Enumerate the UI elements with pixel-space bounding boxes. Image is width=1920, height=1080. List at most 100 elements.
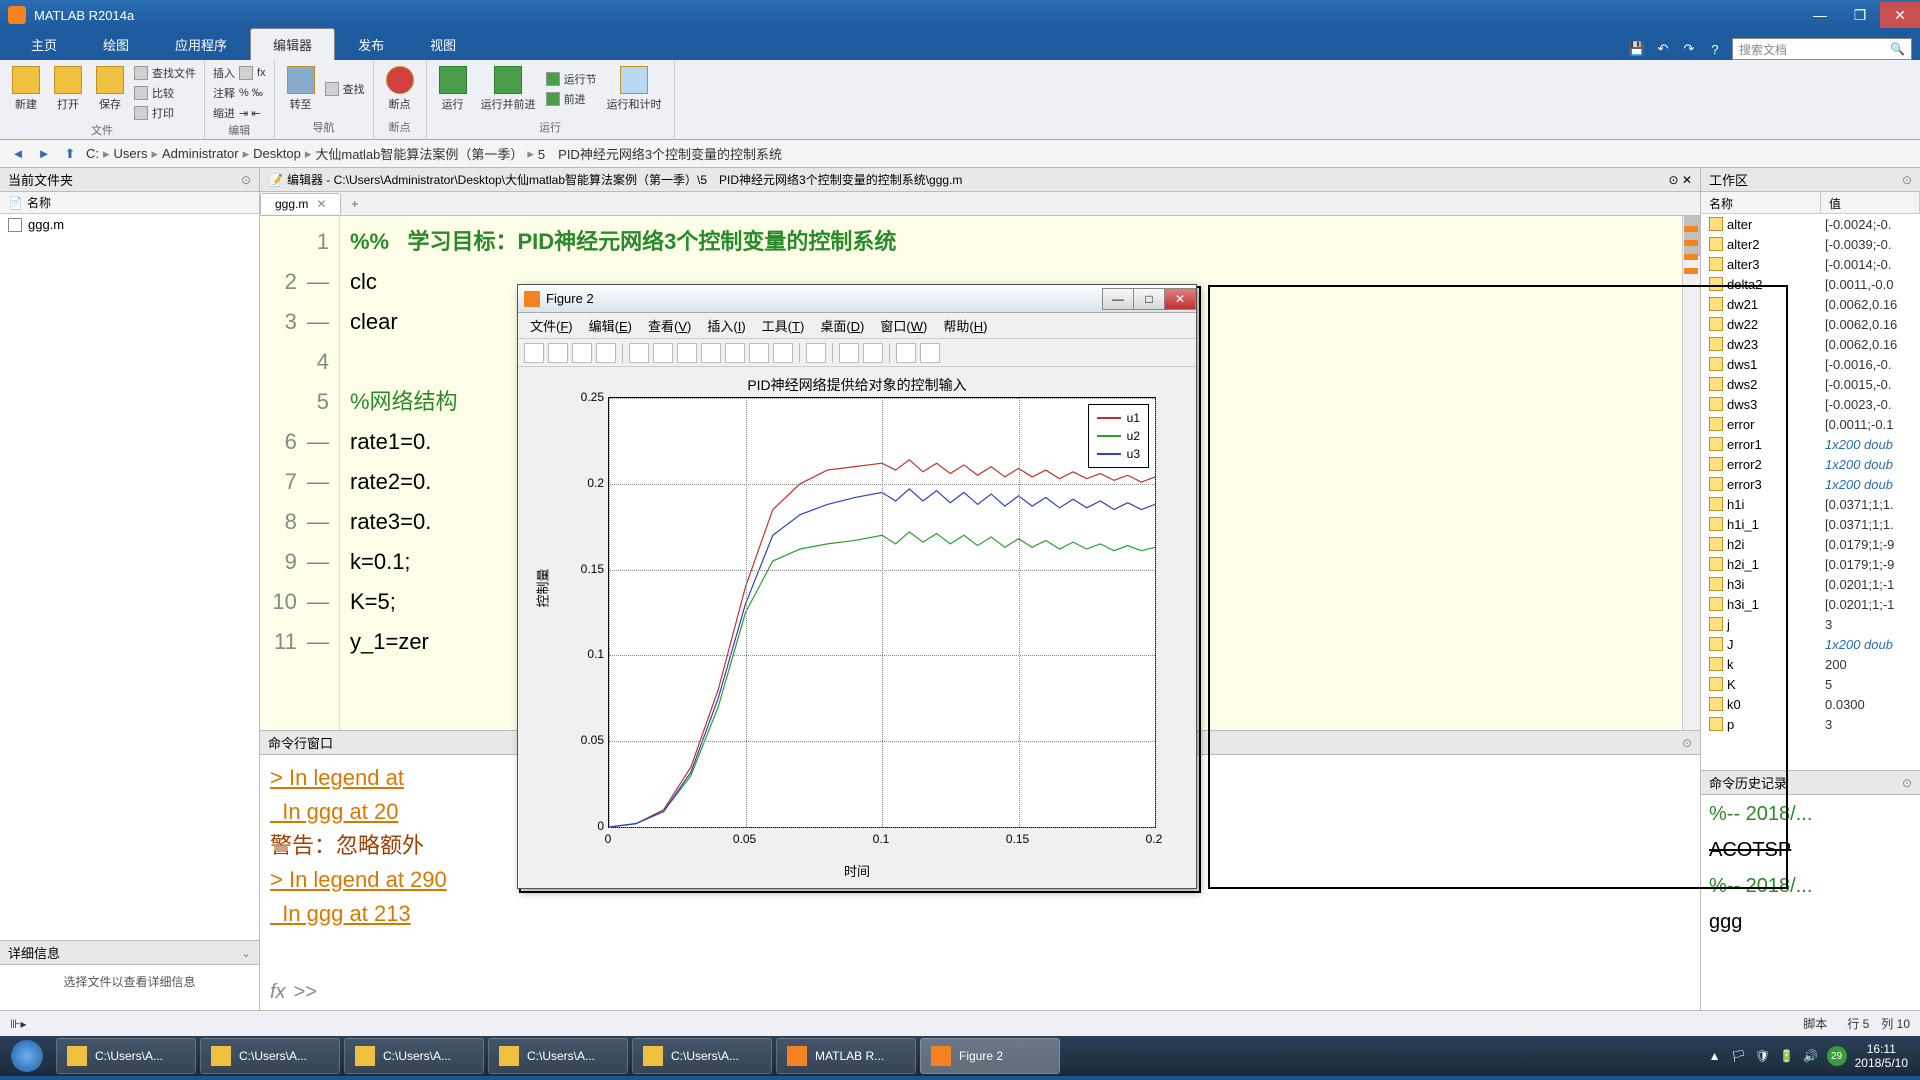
- fig-minimize-button[interactable]: —: [1102, 288, 1134, 310]
- file-item[interactable]: ggg.m: [0, 214, 259, 235]
- fig-save-icon[interactable]: [572, 343, 592, 363]
- fig-open-icon[interactable]: [548, 343, 568, 363]
- editor-close-icon[interactable]: ✕: [1682, 173, 1692, 187]
- tray-volume-icon[interactable]: 🔊: [1803, 1048, 1819, 1064]
- figure-menu-item[interactable]: 桌面(D): [814, 314, 870, 337]
- print-button[interactable]: 打印: [134, 104, 196, 122]
- panel-minimize-icon[interactable]: ⊙: [241, 173, 251, 187]
- figure-menu-item[interactable]: 编辑(E): [583, 314, 638, 337]
- run-advance-button[interactable]: 运行并前进: [477, 64, 540, 114]
- tray-shield-icon[interactable]: 🛡: [1755, 1048, 1771, 1064]
- fig-print-icon[interactable]: [596, 343, 616, 363]
- path-segment[interactable]: Users: [114, 146, 148, 161]
- figure-menu-item[interactable]: 查看(V): [642, 314, 697, 337]
- up-button[interactable]: ⬆: [60, 144, 80, 164]
- figure-window[interactable]: Figure 2 — □ ✕ 文件(F)编辑(E)查看(V)插入(I)工具(T)…: [517, 284, 1197, 889]
- detail-collapse-icon[interactable]: ⌄: [241, 946, 251, 960]
- figure-menu-item[interactable]: 窗口(W): [874, 314, 933, 337]
- hist-undock-icon[interactable]: ⊙: [1902, 776, 1912, 790]
- taskbar-item[interactable]: C:\Users\A...: [632, 1038, 772, 1074]
- ribbon-tab-5[interactable]: 视图: [407, 28, 479, 60]
- taskbar-item[interactable]: C:\Users\A...: [488, 1038, 628, 1074]
- path-segment[interactable]: Administrator: [162, 146, 239, 161]
- taskbar-item[interactable]: C:\Users\A...: [200, 1038, 340, 1074]
- close-button[interactable]: ✕: [1880, 2, 1920, 28]
- taskbar-clock[interactable]: 16:112018/5/10: [1855, 1042, 1908, 1071]
- editor-undock-icon[interactable]: ⊙: [1669, 173, 1679, 187]
- fig-close-button[interactable]: ✕: [1164, 288, 1196, 310]
- ws-undock-icon[interactable]: ⊙: [1902, 173, 1912, 187]
- file-name-column[interactable]: 📄名称: [0, 192, 259, 214]
- comment-button[interactable]: 注释 % ‰: [213, 84, 266, 102]
- path-segment[interactable]: 大仙matlab智能算法案例（第一季）: [315, 144, 523, 163]
- back-button[interactable]: ◄: [8, 144, 28, 164]
- run-time-button[interactable]: 运行和计时: [603, 64, 666, 114]
- fig-pan-icon[interactable]: [701, 343, 721, 363]
- minimize-button[interactable]: —: [1800, 2, 1840, 28]
- breadcrumb[interactable]: C:▸Users▸Administrator▸Desktop▸大仙matlab智…: [86, 144, 782, 163]
- tab-add-button[interactable]: +: [341, 194, 368, 214]
- tab-close-icon[interactable]: ✕: [316, 197, 326, 211]
- doc-search-input[interactable]: 搜索文档🔍: [1732, 38, 1912, 60]
- workspace-var[interactable]: alter3[-0.0014;-0.: [1701, 254, 1920, 274]
- fig-rotate-icon[interactable]: [725, 343, 745, 363]
- workspace-var[interactable]: alter[-0.0024;-0.: [1701, 214, 1920, 234]
- figure-menu-item[interactable]: 插入(I): [701, 314, 751, 337]
- run-button[interactable]: 运行: [435, 64, 471, 114]
- ws-col-value[interactable]: 值: [1821, 192, 1920, 213]
- run-section-button[interactable]: 运行节: [546, 70, 597, 88]
- forward-button[interactable]: ►: [34, 144, 54, 164]
- new-button[interactable]: 新建: [8, 64, 44, 122]
- figure-menu-item[interactable]: 工具(T): [756, 314, 811, 337]
- ribbon-tab-0[interactable]: 主页: [8, 28, 80, 60]
- fig-maximize-button[interactable]: □: [1133, 288, 1165, 310]
- path-segment[interactable]: 5 PID神经元网络3个控制变量的控制系统: [538, 144, 782, 163]
- insert-button[interactable]: 插入 fx: [213, 64, 266, 82]
- fig-layout1-icon[interactable]: [896, 343, 916, 363]
- find-files-button[interactable]: 查找文件: [134, 64, 196, 82]
- advance-button[interactable]: 前进: [546, 90, 597, 108]
- fig-brush-icon[interactable]: [773, 343, 793, 363]
- ws-col-name[interactable]: 名称: [1701, 192, 1821, 213]
- find-button[interactable]: 查找: [325, 80, 365, 98]
- open-button[interactable]: 打开: [50, 64, 86, 122]
- help-icon[interactable]: ?: [1706, 40, 1724, 58]
- fig-zoomout-icon[interactable]: [677, 343, 697, 363]
- file-tab-ggg[interactable]: ggg.m✕: [260, 193, 341, 214]
- figure-menu-item[interactable]: 帮助(H): [937, 314, 993, 337]
- fig-zoomin-icon[interactable]: [653, 343, 673, 363]
- compare-button[interactable]: 比较: [134, 84, 196, 102]
- undo-icon[interactable]: ↶: [1654, 40, 1672, 58]
- path-segment[interactable]: C:: [86, 146, 99, 161]
- tray-up-icon[interactable]: ▲: [1707, 1048, 1723, 1064]
- taskbar-item[interactable]: Figure 2: [920, 1038, 1060, 1074]
- ribbon-tab-4[interactable]: 发布: [335, 28, 407, 60]
- breakpoints-button[interactable]: 断点: [382, 64, 418, 114]
- ribbon-tab-2[interactable]: 应用程序: [152, 28, 250, 60]
- save-icon[interactable]: 💾: [1628, 40, 1646, 58]
- fig-link-icon[interactable]: [806, 343, 826, 363]
- taskbar-item[interactable]: C:\Users\A...: [56, 1038, 196, 1074]
- taskbar-item[interactable]: C:\Users\A...: [344, 1038, 484, 1074]
- fig-pointer-icon[interactable]: [629, 343, 649, 363]
- figure-menu-item[interactable]: 文件(F): [524, 314, 579, 337]
- save-button[interactable]: 保存: [92, 64, 128, 122]
- ribbon-tab-1[interactable]: 绘图: [80, 28, 152, 60]
- indent-button[interactable]: 缩进 ⇥ ⇤: [213, 104, 266, 122]
- redo-icon[interactable]: ↷: [1680, 40, 1698, 58]
- tray-action-icon[interactable]: 🏳: [1731, 1048, 1747, 1064]
- tray-ime-icon[interactable]: 29: [1827, 1046, 1847, 1066]
- fig-legend-icon[interactable]: [863, 343, 883, 363]
- fig-colorbar-icon[interactable]: [839, 343, 859, 363]
- workspace-var[interactable]: alter2[-0.0039;-0.: [1701, 234, 1920, 254]
- command-prompt[interactable]: fx >>: [260, 974, 1700, 1010]
- figure-titlebar[interactable]: Figure 2 — □ ✕: [518, 285, 1196, 313]
- fig-datacursor-icon[interactable]: [749, 343, 769, 363]
- ribbon-tab-3[interactable]: 编辑器: [250, 28, 335, 60]
- fig-layout2-icon[interactable]: [920, 343, 940, 363]
- fig-new-icon[interactable]: [524, 343, 544, 363]
- goto-button[interactable]: 转至: [283, 64, 319, 114]
- tray-battery-icon[interactable]: 🔋: [1779, 1048, 1795, 1064]
- taskbar-item[interactable]: MATLAB R...: [776, 1038, 916, 1074]
- start-button[interactable]: [0, 1036, 54, 1076]
